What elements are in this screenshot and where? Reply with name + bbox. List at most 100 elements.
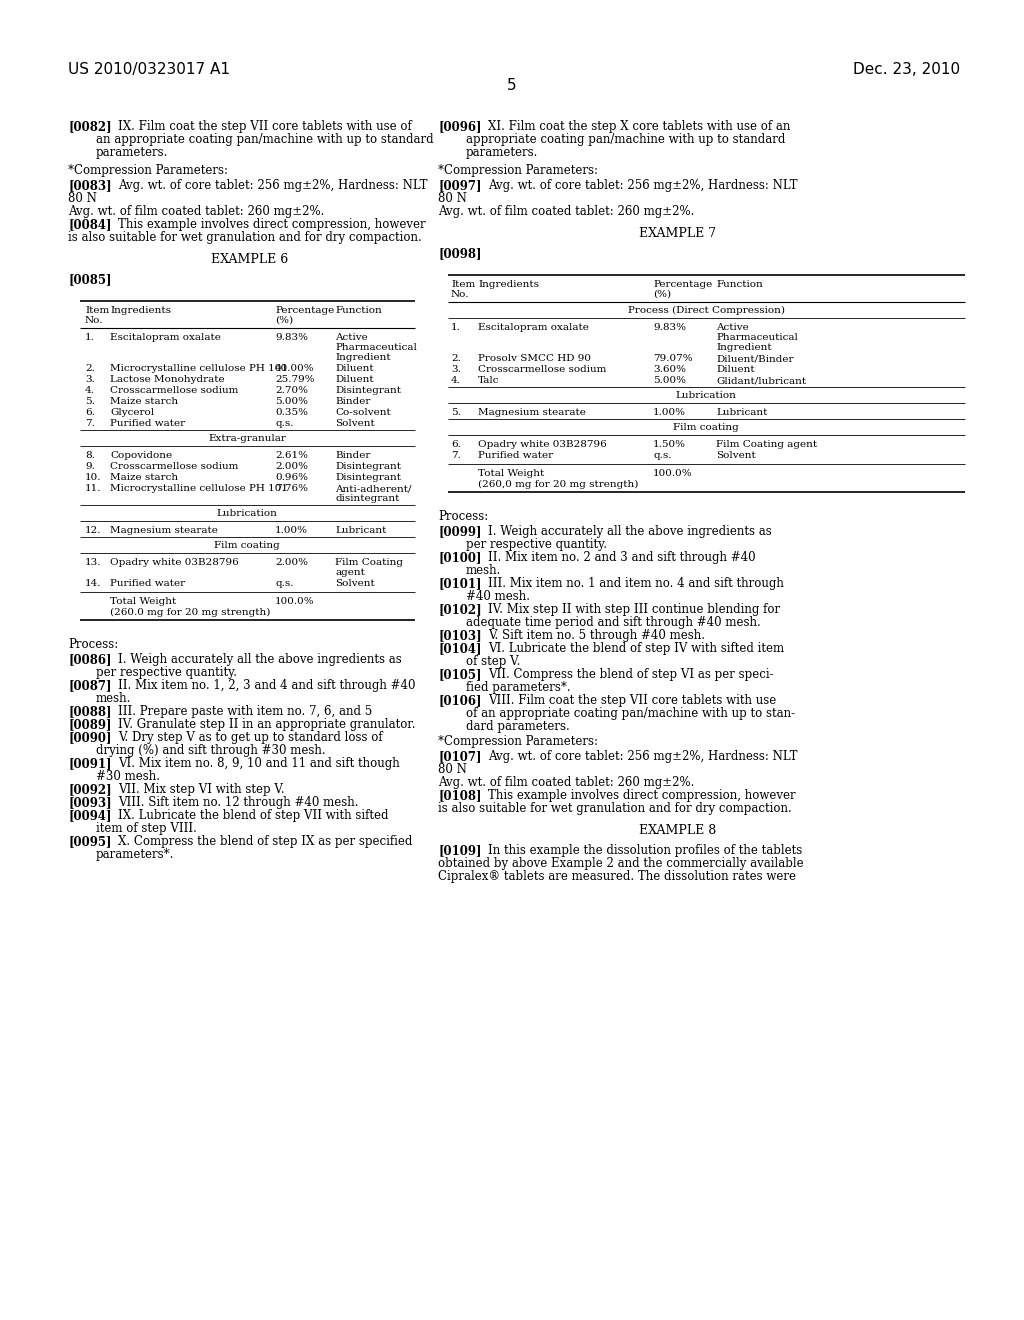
Text: an appropriate coating pan/machine with up to standard: an appropriate coating pan/machine with …	[96, 133, 433, 147]
Text: Avg. wt. of film coated tablet: 260 mg±2%.: Avg. wt. of film coated tablet: 260 mg±2…	[68, 205, 325, 218]
Text: 3.60%: 3.60%	[653, 366, 686, 374]
Text: III. Mix item no. 1 and item no. 4 and sift through: III. Mix item no. 1 and item no. 4 and s…	[488, 577, 784, 590]
Text: 0.96%: 0.96%	[275, 473, 308, 482]
Text: VIII. Sift item no. 12 through #40 mesh.: VIII. Sift item no. 12 through #40 mesh.	[118, 796, 358, 809]
Text: Lactose Monohydrate: Lactose Monohydrate	[110, 375, 224, 384]
Text: VII. Mix step VI with step V.: VII. Mix step VI with step V.	[118, 783, 285, 796]
Text: Percentage: Percentage	[653, 280, 713, 289]
Text: Active: Active	[335, 333, 368, 342]
Text: [0085]: [0085]	[68, 273, 112, 286]
Text: Prosolv SMCC HD 90: Prosolv SMCC HD 90	[478, 354, 591, 363]
Text: q.s.: q.s.	[653, 451, 672, 459]
Text: VI. Lubricate the blend of step IV with sifted item: VI. Lubricate the blend of step IV with …	[488, 642, 784, 655]
Text: agent: agent	[335, 568, 365, 577]
Text: mesh.: mesh.	[96, 692, 131, 705]
Text: V. Dry step V as to get up to standard loss of: V. Dry step V as to get up to standard l…	[118, 731, 383, 744]
Text: 0.35%: 0.35%	[275, 408, 308, 417]
Text: *Compression Parameters:: *Compression Parameters:	[438, 735, 598, 748]
Text: X. Compress the blend of step IX as per specified: X. Compress the blend of step IX as per …	[118, 836, 413, 847]
Text: III. Prepare paste with item no. 7, 6, and 5: III. Prepare paste with item no. 7, 6, a…	[118, 705, 373, 718]
Text: drying (%) and sift through #30 mesh.: drying (%) and sift through #30 mesh.	[96, 744, 326, 756]
Text: 2.70%: 2.70%	[275, 385, 308, 395]
Text: 1.00%: 1.00%	[275, 525, 308, 535]
Text: *Compression Parameters:: *Compression Parameters:	[68, 164, 228, 177]
Text: IX. Film coat the step VII core tablets with use of: IX. Film coat the step VII core tablets …	[118, 120, 412, 133]
Text: Active: Active	[716, 323, 749, 333]
Text: dard parameters.: dard parameters.	[466, 719, 569, 733]
Text: [0097]: [0097]	[438, 180, 481, 191]
Text: Film coating: Film coating	[673, 422, 739, 432]
Text: Avg. wt. of core tablet: 256 mg±2%, Hardness: NLT: Avg. wt. of core tablet: 256 mg±2%, Hard…	[118, 180, 427, 191]
Text: Ingredient: Ingredient	[716, 343, 772, 352]
Text: Copovidone: Copovidone	[110, 451, 172, 459]
Text: [0091]: [0091]	[68, 756, 112, 770]
Text: 100.0%: 100.0%	[653, 469, 692, 478]
Text: Film coating: Film coating	[214, 541, 280, 550]
Text: Crosscarmellose sodium: Crosscarmellose sodium	[478, 366, 606, 374]
Text: 5.: 5.	[85, 397, 95, 407]
Text: Magnesium stearate: Magnesium stearate	[110, 525, 218, 535]
Text: Avg. wt. of film coated tablet: 260 mg±2%.: Avg. wt. of film coated tablet: 260 mg±2…	[438, 205, 694, 218]
Text: Maize starch: Maize starch	[110, 397, 178, 407]
Text: Item: Item	[451, 280, 475, 289]
Text: Opadry white 03B28796: Opadry white 03B28796	[478, 440, 607, 449]
Text: Talc: Talc	[478, 376, 500, 385]
Text: q.s.: q.s.	[275, 418, 294, 428]
Text: #40 mesh.: #40 mesh.	[466, 590, 530, 603]
Text: [0082]: [0082]	[68, 120, 112, 133]
Text: Percentage: Percentage	[275, 306, 334, 315]
Text: [0099]: [0099]	[438, 525, 481, 539]
Text: Co-solvent: Co-solvent	[335, 408, 391, 417]
Text: Ingredients: Ingredients	[478, 280, 539, 289]
Text: 40.00%: 40.00%	[275, 364, 314, 374]
Text: 13.: 13.	[85, 558, 101, 568]
Text: obtained by above Example 2 and the commercially available: obtained by above Example 2 and the comm…	[438, 857, 804, 870]
Text: Diluent: Diluent	[335, 375, 374, 384]
Text: II. Mix item no. 2 and 3 and sift through #40: II. Mix item no. 2 and 3 and sift throug…	[488, 550, 756, 564]
Text: Process:: Process:	[68, 638, 118, 651]
Text: [0103]: [0103]	[438, 630, 481, 642]
Text: Extra-granular: Extra-granular	[208, 434, 286, 444]
Text: Avg. wt. of core tablet: 256 mg±2%, Hardness: NLT: Avg. wt. of core tablet: 256 mg±2%, Hard…	[488, 750, 798, 763]
Text: Ingredients: Ingredients	[110, 306, 171, 315]
Text: Glycerol: Glycerol	[110, 408, 155, 417]
Text: Escitalopram oxalate: Escitalopram oxalate	[478, 323, 589, 333]
Text: 5: 5	[507, 78, 517, 92]
Text: 7.76%: 7.76%	[275, 484, 308, 492]
Text: [0095]: [0095]	[68, 836, 112, 847]
Text: Magnesium stearate: Magnesium stearate	[478, 408, 586, 417]
Text: 9.83%: 9.83%	[275, 333, 308, 342]
Text: 5.00%: 5.00%	[653, 376, 686, 385]
Text: 6.: 6.	[85, 408, 95, 417]
Text: I. Weigh accurately all the above ingredients as: I. Weigh accurately all the above ingred…	[488, 525, 772, 539]
Text: 7.: 7.	[85, 418, 95, 428]
Text: fied parameters*.: fied parameters*.	[466, 681, 570, 694]
Text: 1.: 1.	[451, 323, 461, 333]
Text: (%): (%)	[275, 315, 293, 325]
Text: [0109]: [0109]	[438, 843, 481, 857]
Text: 80 N: 80 N	[438, 763, 467, 776]
Text: EXAMPLE 6: EXAMPLE 6	[211, 253, 289, 267]
Text: Film Coating: Film Coating	[335, 558, 403, 568]
Text: IV. Mix step II with step III continue blending for: IV. Mix step II with step III continue b…	[488, 603, 780, 616]
Text: 1.50%: 1.50%	[653, 440, 686, 449]
Text: 100.0%: 100.0%	[275, 597, 314, 606]
Text: Anti-adherent/: Anti-adherent/	[335, 484, 412, 492]
Text: II. Mix item no. 1, 2, 3 and 4 and sift through #40: II. Mix item no. 1, 2, 3 and 4 and sift …	[118, 678, 416, 692]
Text: EXAMPLE 7: EXAMPLE 7	[639, 227, 717, 240]
Text: 2.00%: 2.00%	[275, 462, 308, 471]
Text: 4.: 4.	[451, 376, 461, 385]
Text: Purified water: Purified water	[110, 418, 185, 428]
Text: Avg. wt. of core tablet: 256 mg±2%, Hardness: NLT: Avg. wt. of core tablet: 256 mg±2%, Hard…	[488, 180, 798, 191]
Text: IV. Granulate step II in an appropriate granulator.: IV. Granulate step II in an appropriate …	[118, 718, 416, 731]
Text: [0089]: [0089]	[68, 718, 112, 731]
Text: adequate time period and sift through #40 mesh.: adequate time period and sift through #4…	[466, 616, 761, 630]
Text: Crosscarmellose sodium: Crosscarmellose sodium	[110, 385, 239, 395]
Text: 4.: 4.	[85, 385, 95, 395]
Text: I. Weigh accurately all the above ingredients as: I. Weigh accurately all the above ingred…	[118, 653, 401, 667]
Text: 79.07%: 79.07%	[653, 354, 692, 363]
Text: V. Sift item no. 5 through #40 mesh.: V. Sift item no. 5 through #40 mesh.	[488, 630, 705, 642]
Text: 2.61%: 2.61%	[275, 451, 308, 459]
Text: Pharmaceutical: Pharmaceutical	[335, 343, 417, 352]
Text: This example involves direct compression, however: This example involves direct compression…	[118, 218, 426, 231]
